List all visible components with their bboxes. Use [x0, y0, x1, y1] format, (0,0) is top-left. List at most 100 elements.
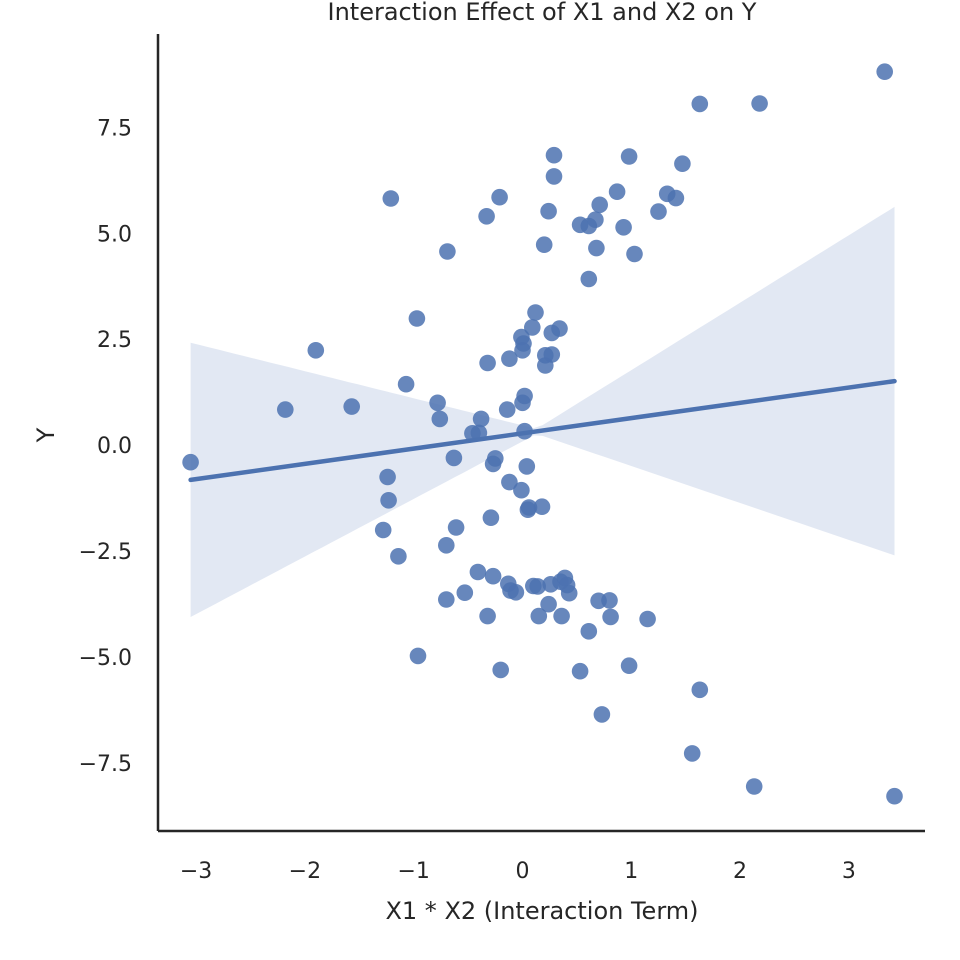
- scatter-point: [545, 146, 563, 164]
- scatter-point: [620, 148, 638, 165]
- scatter-point: [382, 190, 400, 207]
- scatter-point: [343, 398, 361, 415]
- scatter-point: [601, 592, 618, 609]
- scatter-point: [380, 492, 397, 509]
- x-tick-label: 2: [733, 859, 747, 884]
- scatter-point: [484, 567, 502, 585]
- scatter-point: [587, 211, 604, 228]
- scatter-point: [479, 607, 496, 625]
- scatter-point: [507, 584, 525, 601]
- scatter-point: [533, 498, 551, 515]
- scatter-point: [571, 662, 589, 680]
- scatter-point: [691, 681, 709, 699]
- scatter-point: [540, 595, 557, 613]
- scatter-point: [886, 787, 903, 805]
- scatter-point: [593, 706, 611, 723]
- scatter-point: [540, 202, 557, 220]
- scatter-point: [307, 342, 325, 359]
- scatter-point: [431, 410, 449, 428]
- scatter-point: [479, 354, 496, 372]
- scatter-point: [524, 319, 541, 336]
- scatter-point: [876, 63, 893, 80]
- scatter-point: [620, 657, 638, 674]
- scatter-point: [409, 647, 427, 665]
- scatter-point: [379, 468, 396, 486]
- scatter-point: [478, 208, 495, 225]
- regression-line-layer: [188, 378, 897, 483]
- scatter-point: [501, 350, 518, 368]
- scatter-point: [683, 745, 701, 762]
- y-tick-label: 5.0: [97, 222, 132, 247]
- scatter-point: [390, 548, 407, 565]
- scatter-point: [615, 219, 632, 236]
- y-tick-label: 0.0: [97, 434, 132, 459]
- scatter-point: [374, 521, 392, 539]
- scatter-point: [580, 623, 598, 640]
- scatter-point: [588, 239, 605, 257]
- x-tick-label: −1: [397, 859, 429, 884]
- x-tick-label: −2: [289, 859, 321, 884]
- scatter-point: [513, 481, 530, 499]
- scatter-point: [408, 310, 426, 327]
- scatter-point: [397, 375, 415, 393]
- scatter-point: [501, 473, 518, 491]
- scatter-point: [745, 778, 763, 795]
- scatter-point: [472, 410, 490, 428]
- scatter-point: [591, 196, 608, 214]
- y-tick-label: 2.5: [97, 328, 132, 353]
- scatter-point: [182, 453, 199, 471]
- y-tick-label: −5.0: [79, 646, 132, 671]
- scatter-point: [751, 95, 768, 112]
- scatter-point: [515, 335, 532, 352]
- scatter-point: [639, 610, 656, 628]
- y-axis-label: Y: [32, 427, 60, 443]
- x-tick-label: 3: [842, 859, 856, 884]
- scatter-point: [445, 449, 463, 467]
- scatter-point: [492, 661, 510, 679]
- scatter-point: [527, 304, 544, 321]
- y-tick-label: −7.5: [79, 752, 132, 777]
- scatter-point: [553, 607, 570, 625]
- scatter-point: [560, 584, 578, 602]
- scatter-point: [650, 203, 667, 220]
- scatter-point: [429, 394, 446, 412]
- scatter-point: [520, 499, 538, 516]
- axes-layer: [156, 34, 925, 833]
- regression-line: [188, 378, 897, 483]
- scatter-point: [439, 243, 456, 260]
- scatter-point: [491, 188, 508, 206]
- scatter-point: [277, 401, 294, 418]
- scatter-point: [674, 155, 691, 172]
- scatter-point: [438, 537, 455, 554]
- x-axis-label: X1 * X2 (Interaction Term): [385, 897, 698, 925]
- scatter-point: [438, 591, 455, 608]
- confidence-band: [190, 206, 895, 617]
- scatter-point: [691, 95, 709, 113]
- scatter-point: [626, 245, 643, 263]
- scatter-point: [529, 578, 546, 595]
- scatter-point: [498, 401, 516, 418]
- scatter-point: [543, 346, 561, 363]
- scatter-point: [602, 608, 619, 626]
- x-tick-label: −3: [180, 859, 212, 884]
- x-tick-label: 1: [624, 859, 638, 884]
- scatter-point: [514, 394, 531, 412]
- scatter-point: [530, 607, 548, 625]
- scatter-point: [551, 320, 568, 337]
- scatter-point: [608, 183, 626, 200]
- scatter-point: [487, 450, 504, 467]
- y-tick-label: 7.5: [97, 116, 132, 141]
- scatter-point: [469, 563, 487, 581]
- scatter-point: [447, 519, 465, 536]
- scatter-point: [535, 236, 553, 253]
- scatter-point: [545, 168, 563, 185]
- scatter-point: [667, 189, 685, 207]
- scatter-point: [518, 458, 536, 475]
- x-tick-label: 0: [515, 859, 529, 884]
- y-tick-label: −2.5: [79, 540, 132, 565]
- scatter-point: [580, 270, 598, 288]
- confidence-band-layer: [190, 206, 895, 617]
- scatter-point: [482, 509, 500, 526]
- chart-title: Interaction Effect of X1 and X2 on Y: [328, 0, 757, 26]
